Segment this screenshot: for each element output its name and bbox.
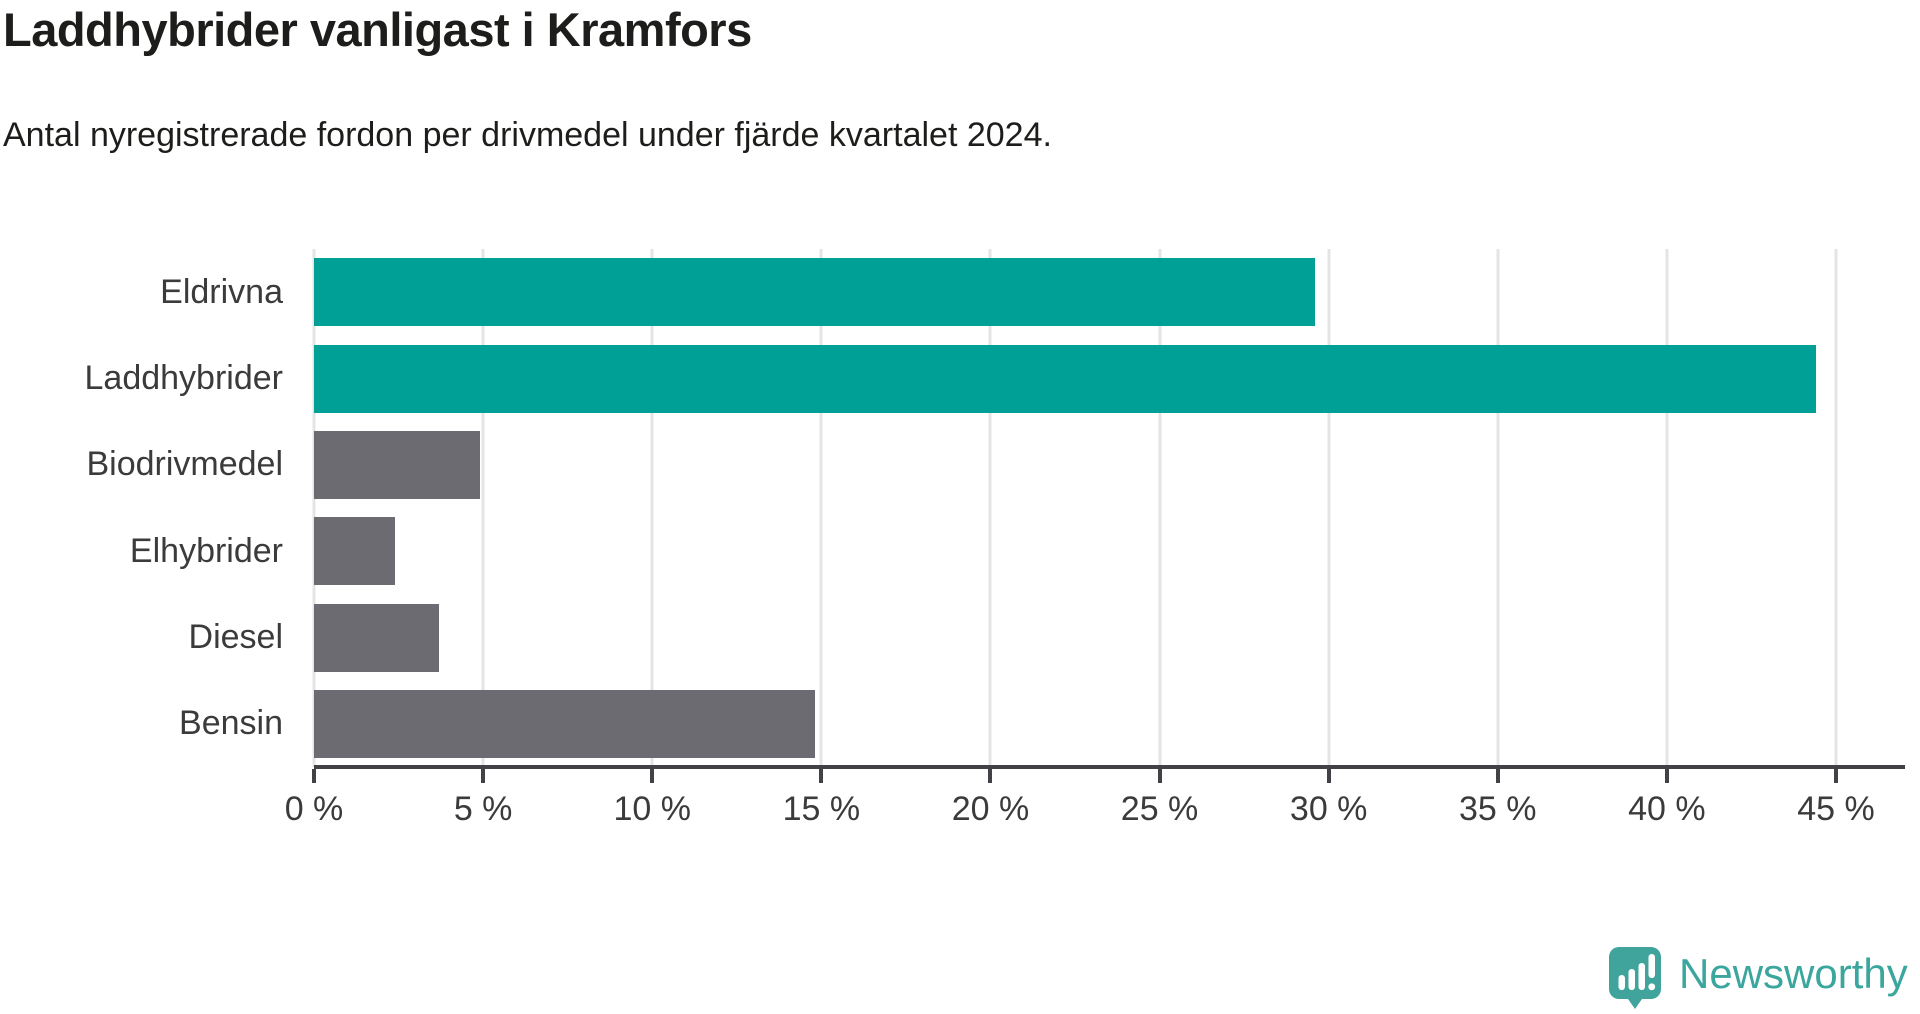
gridline <box>1834 249 1838 767</box>
category-label: Laddhybrider <box>84 358 283 397</box>
newsworthy-logo: Newsworthy <box>1608 946 1908 1014</box>
gridline <box>988 249 992 767</box>
bar-diesel <box>314 603 440 672</box>
bar-bensin <box>314 689 815 758</box>
x-tick-label: 25 % <box>1120 790 1199 828</box>
x-tick-label: 45 % <box>1797 790 1875 828</box>
x-tick-label: 20 % <box>951 790 1030 828</box>
x-tick-mark <box>1664 769 1669 783</box>
x-tick-label: 5 % <box>453 790 513 828</box>
category-label: Eldrivna <box>160 272 283 311</box>
gridline <box>819 249 823 767</box>
page-title: Laddhybrider vanligast i Kramfors <box>3 3 752 56</box>
gridline <box>312 249 316 767</box>
x-tick-mark <box>988 769 993 783</box>
newsworthy-speech-bubble-chart-icon <box>1608 946 1662 1014</box>
gridline <box>1327 249 1331 767</box>
x-tick-label: 30 % <box>1289 790 1368 828</box>
x-tick-label: 0 % <box>284 790 344 828</box>
gridline <box>1158 249 1162 767</box>
chart-subtitle: Antal nyregistrerade fordon per drivmede… <box>3 116 1052 154</box>
bar-elhybrider <box>314 517 396 586</box>
x-tick-label: 15 % <box>782 790 861 828</box>
brand-name: Newsworthy <box>1679 950 1908 997</box>
gridline <box>650 249 654 767</box>
bar-eldrivna <box>314 258 1316 327</box>
x-tick-mark <box>481 769 486 783</box>
x-tick-mark <box>1157 769 1162 783</box>
x-tick-mark <box>1495 769 1500 783</box>
bar-biodrivmedel <box>314 430 480 499</box>
x-tick-mark <box>312 769 316 783</box>
category-label: Elhybrider <box>129 531 283 570</box>
x-tick-mark <box>1834 769 1838 783</box>
plot-area <box>312 249 1838 767</box>
x-tick-mark <box>1326 769 1331 783</box>
x-axis-line <box>314 765 1905 769</box>
x-tick-label: 35 % <box>1459 790 1537 828</box>
gridline <box>481 249 485 767</box>
gridline <box>1665 249 1669 767</box>
x-tick-label: 40 % <box>1628 790 1706 828</box>
x-tick-mark <box>819 769 824 783</box>
bar-laddhybrider <box>314 344 1816 413</box>
category-label: Biodrivmedel <box>86 445 283 484</box>
x-tick-mark <box>650 769 655 783</box>
gridline <box>1496 249 1500 767</box>
category-axis: Eldrivna Laddhybrider Biodrivmedel Elhybrid… <box>0 249 283 767</box>
x-tick-label: 10 % <box>613 790 691 828</box>
category-label: Bensin <box>179 704 283 743</box>
category-label: Diesel <box>188 617 283 656</box>
